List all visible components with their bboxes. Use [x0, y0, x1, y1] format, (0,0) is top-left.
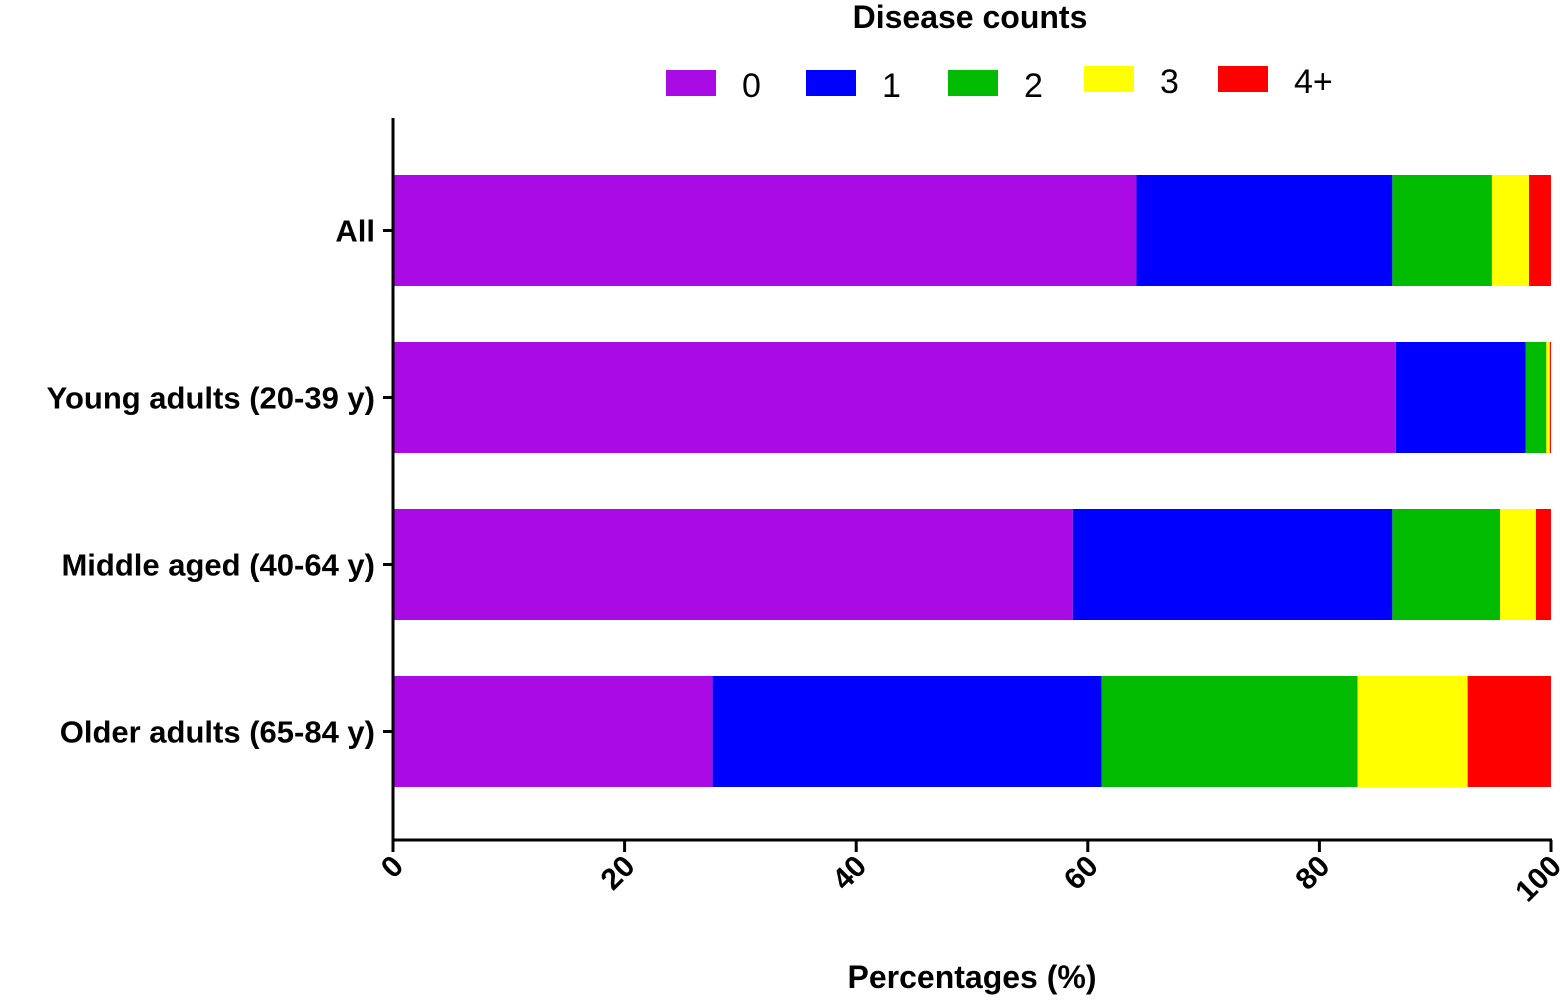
- bar-segment: [393, 175, 1137, 286]
- legend-swatch: [806, 70, 856, 96]
- legend-label: 0: [742, 67, 761, 105]
- y-tick-label: Middle aged (40-64 y): [61, 548, 375, 583]
- bar-segment: [1392, 175, 1492, 286]
- bar-segment: [1467, 676, 1551, 787]
- bar-segment: [1072, 509, 1393, 620]
- bar-segment: [1395, 342, 1526, 453]
- bar-segment: [1101, 676, 1358, 787]
- legend-swatch: [666, 70, 716, 96]
- bar-segment: [393, 509, 1073, 620]
- x-tick-label: 80: [1289, 850, 1336, 897]
- x-tick-label: 60: [1058, 850, 1105, 897]
- bar-segment: [1525, 342, 1547, 453]
- bar-segment: [1549, 342, 1551, 453]
- bar-segment: [1392, 509, 1501, 620]
- legend-swatch: [948, 70, 998, 96]
- bar-segment: [1546, 342, 1550, 453]
- y-tick-label: Older adults (65-84 y): [60, 715, 375, 750]
- legend: 0 1 2 3 4+: [666, 63, 1333, 105]
- bar-segment: [1528, 175, 1551, 286]
- bar-segment: [393, 676, 713, 787]
- bar-segment: [1535, 509, 1551, 620]
- legend-title: Disease counts: [853, 0, 1088, 35]
- legend-label: 1: [882, 67, 901, 105]
- legend-label: 3: [1160, 63, 1179, 101]
- bar-segment: [1491, 175, 1529, 286]
- x-axis-label: Percentages (%): [848, 959, 1097, 995]
- bar-segment: [1357, 676, 1468, 787]
- legend-swatch: [1218, 66, 1268, 92]
- legend-label: 4+: [1294, 63, 1333, 101]
- bar-segment: [712, 676, 1102, 787]
- x-tick-label: 100: [1509, 850, 1560, 909]
- legend-swatch: [1084, 66, 1134, 92]
- bar-segment: [1136, 175, 1393, 286]
- y-tick-label: Young adults (20-39 y): [47, 381, 375, 416]
- x-tick-label: 0: [375, 850, 410, 885]
- bars: [393, 175, 1551, 787]
- x-tick-label: 20: [595, 850, 642, 897]
- bar-segment: [1500, 509, 1536, 620]
- x-tick-label: 40: [826, 850, 873, 897]
- legend-label: 2: [1024, 67, 1043, 105]
- y-tick-label: All: [335, 214, 375, 249]
- bar-segment: [393, 342, 1396, 453]
